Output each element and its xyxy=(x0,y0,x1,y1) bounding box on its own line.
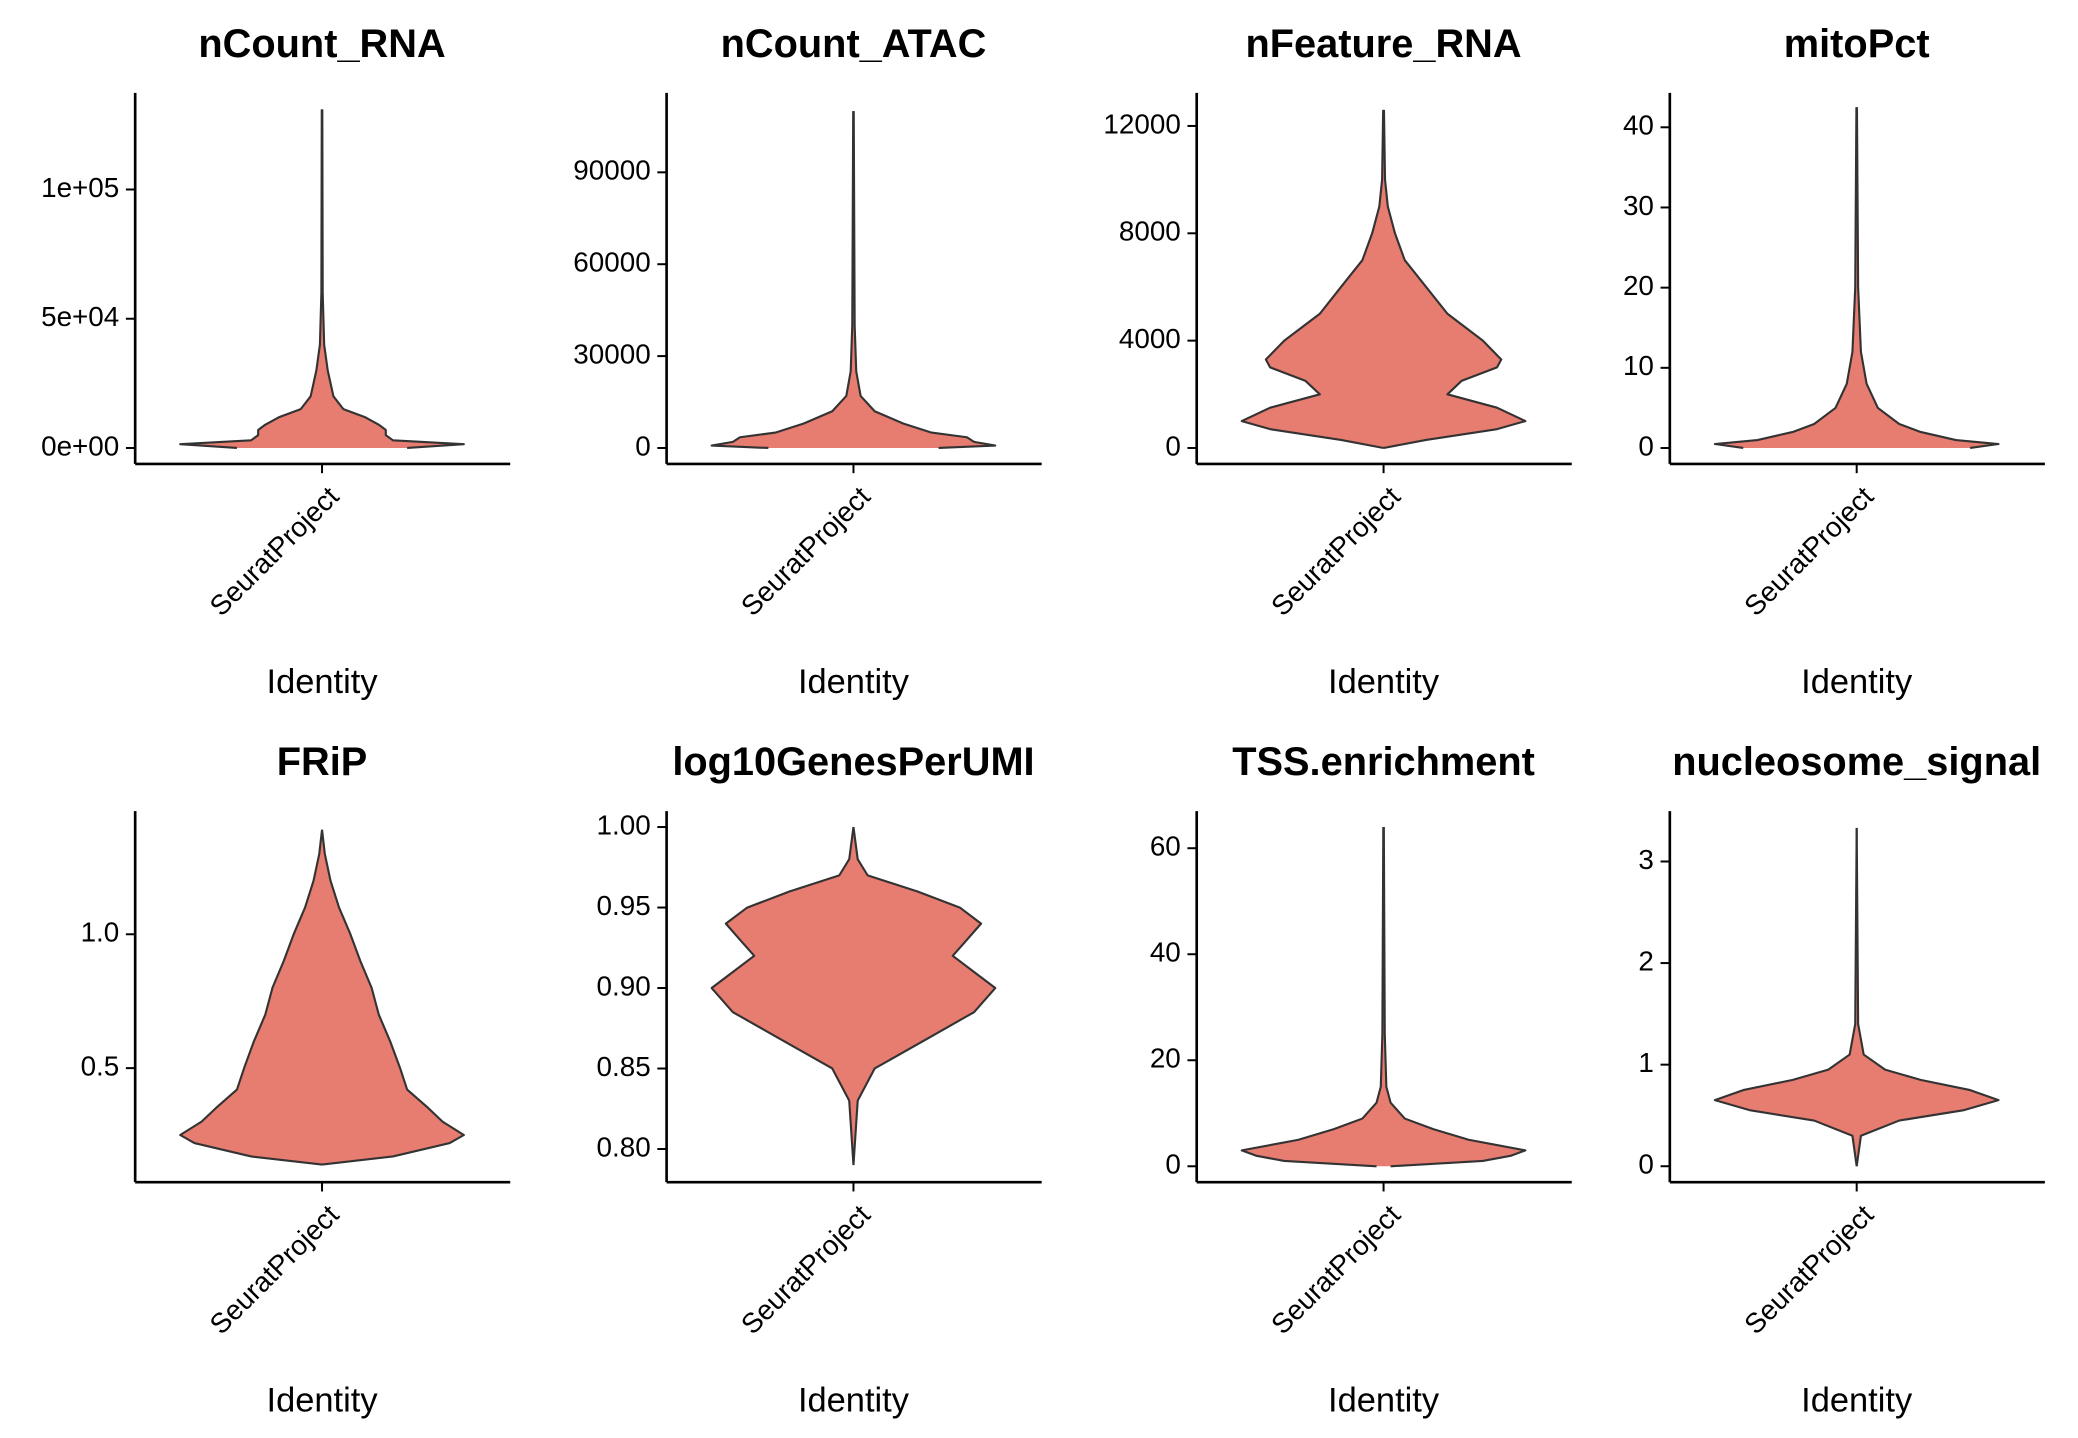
x-axis-label: Identity xyxy=(1328,1381,1440,1419)
x-tick-label: SeuratProject xyxy=(204,480,345,621)
panel-title: nFeature_RNA xyxy=(1246,22,1522,66)
violin-outline-left xyxy=(1713,827,1858,1167)
violin-body xyxy=(711,827,996,1166)
x-axis-label: Identity xyxy=(798,663,910,701)
y-tick-label: 0.95 xyxy=(597,890,651,921)
y-tick-label: 30 xyxy=(1623,190,1654,221)
violin-outline-left xyxy=(1240,109,1385,450)
violin-outline-left xyxy=(179,109,323,450)
x-axis-label: Identity xyxy=(1801,1381,1913,1419)
violin-body xyxy=(1714,107,1999,448)
x-tick-label: SeuratProject xyxy=(1265,480,1406,621)
panel-title: log10GenesPerUMI xyxy=(672,740,1034,784)
y-tick-label: 20 xyxy=(1623,270,1654,301)
y-tick-label: 0 xyxy=(1165,1149,1180,1180)
x-axis-label: Identity xyxy=(1328,663,1440,701)
y-tick-label: 1e+05 xyxy=(41,172,119,203)
y-tick-label: 60 xyxy=(1150,831,1181,862)
y-tick-label: 0.90 xyxy=(597,970,651,1001)
violin-outline-right xyxy=(1855,827,2000,1167)
x-tick-label: SeuratProject xyxy=(735,1199,876,1340)
y-tick-label: 0 xyxy=(1638,1149,1653,1180)
panel-title: nCount_RNA xyxy=(198,22,445,66)
y-tick-label: 40 xyxy=(1623,110,1654,141)
violin-outline-right xyxy=(852,111,997,450)
violin-body xyxy=(1241,109,1526,448)
y-tick-label: 0 xyxy=(1165,430,1180,461)
y-tick-label: 10 xyxy=(1623,350,1654,381)
x-tick-label: SeuratProject xyxy=(1738,1199,1879,1340)
y-tick-label: 0.80 xyxy=(597,1131,651,1162)
y-tick-label: 8000 xyxy=(1119,216,1181,247)
x-axis-label: Identity xyxy=(1801,663,1913,701)
violin-outline-left xyxy=(179,829,324,1166)
y-tick-label: 1 xyxy=(1638,1047,1653,1078)
y-tick-label: 40 xyxy=(1150,937,1181,968)
y-tick-label: 4000 xyxy=(1119,323,1181,354)
y-tick-label: 60000 xyxy=(573,247,650,278)
violin-body xyxy=(180,829,464,1165)
y-tick-label: 2 xyxy=(1638,945,1653,976)
y-tick-label: 30000 xyxy=(573,338,650,369)
y-tick-label: 0e+00 xyxy=(41,430,119,461)
y-tick-label: 1.00 xyxy=(597,809,651,840)
y-tick-label: 0 xyxy=(1638,430,1653,461)
violin-outline-left xyxy=(710,111,855,450)
x-axis-label: Identity xyxy=(267,1381,379,1419)
y-tick-label: 0.5 xyxy=(81,1050,120,1081)
violin-outline-right xyxy=(321,109,465,450)
y-tick-label: 5e+04 xyxy=(41,301,119,332)
y-tick-label: 1.0 xyxy=(81,917,120,948)
y-tick-label: 3 xyxy=(1638,844,1653,875)
violin-outline-right xyxy=(320,829,465,1166)
violin-outline-right xyxy=(1855,107,2000,450)
panel-title: mitoPct xyxy=(1784,22,1930,66)
x-axis-label: Identity xyxy=(267,663,379,701)
violin-outline-left xyxy=(710,826,855,1166)
x-tick-label: SeuratProject xyxy=(204,1199,345,1340)
x-tick-label: SeuratProject xyxy=(1738,480,1879,621)
panel-title: nucleosome_signal xyxy=(1672,740,2041,784)
panel-title: TSS.enrichment xyxy=(1232,740,1535,784)
y-tick-label: 12000 xyxy=(1103,108,1180,139)
violin-outline-right xyxy=(852,826,997,1166)
panel-title: FRiP xyxy=(277,740,368,784)
violin-outline-left xyxy=(1240,827,1385,1168)
violin-outline-left xyxy=(1713,107,1858,450)
y-tick-label: 20 xyxy=(1150,1043,1181,1074)
y-tick-label: 90000 xyxy=(573,155,650,186)
x-tick-label: SeuratProject xyxy=(735,480,876,621)
x-tick-label: SeuratProject xyxy=(1265,1199,1406,1340)
y-tick-label: 0 xyxy=(635,430,650,461)
violin-outline-right xyxy=(1382,109,1527,450)
violin-outline-right xyxy=(1382,827,1527,1168)
x-axis-label: Identity xyxy=(798,1381,910,1419)
y-tick-label: 0.85 xyxy=(597,1051,651,1082)
panel-title: nCount_ATAC xyxy=(721,22,987,66)
